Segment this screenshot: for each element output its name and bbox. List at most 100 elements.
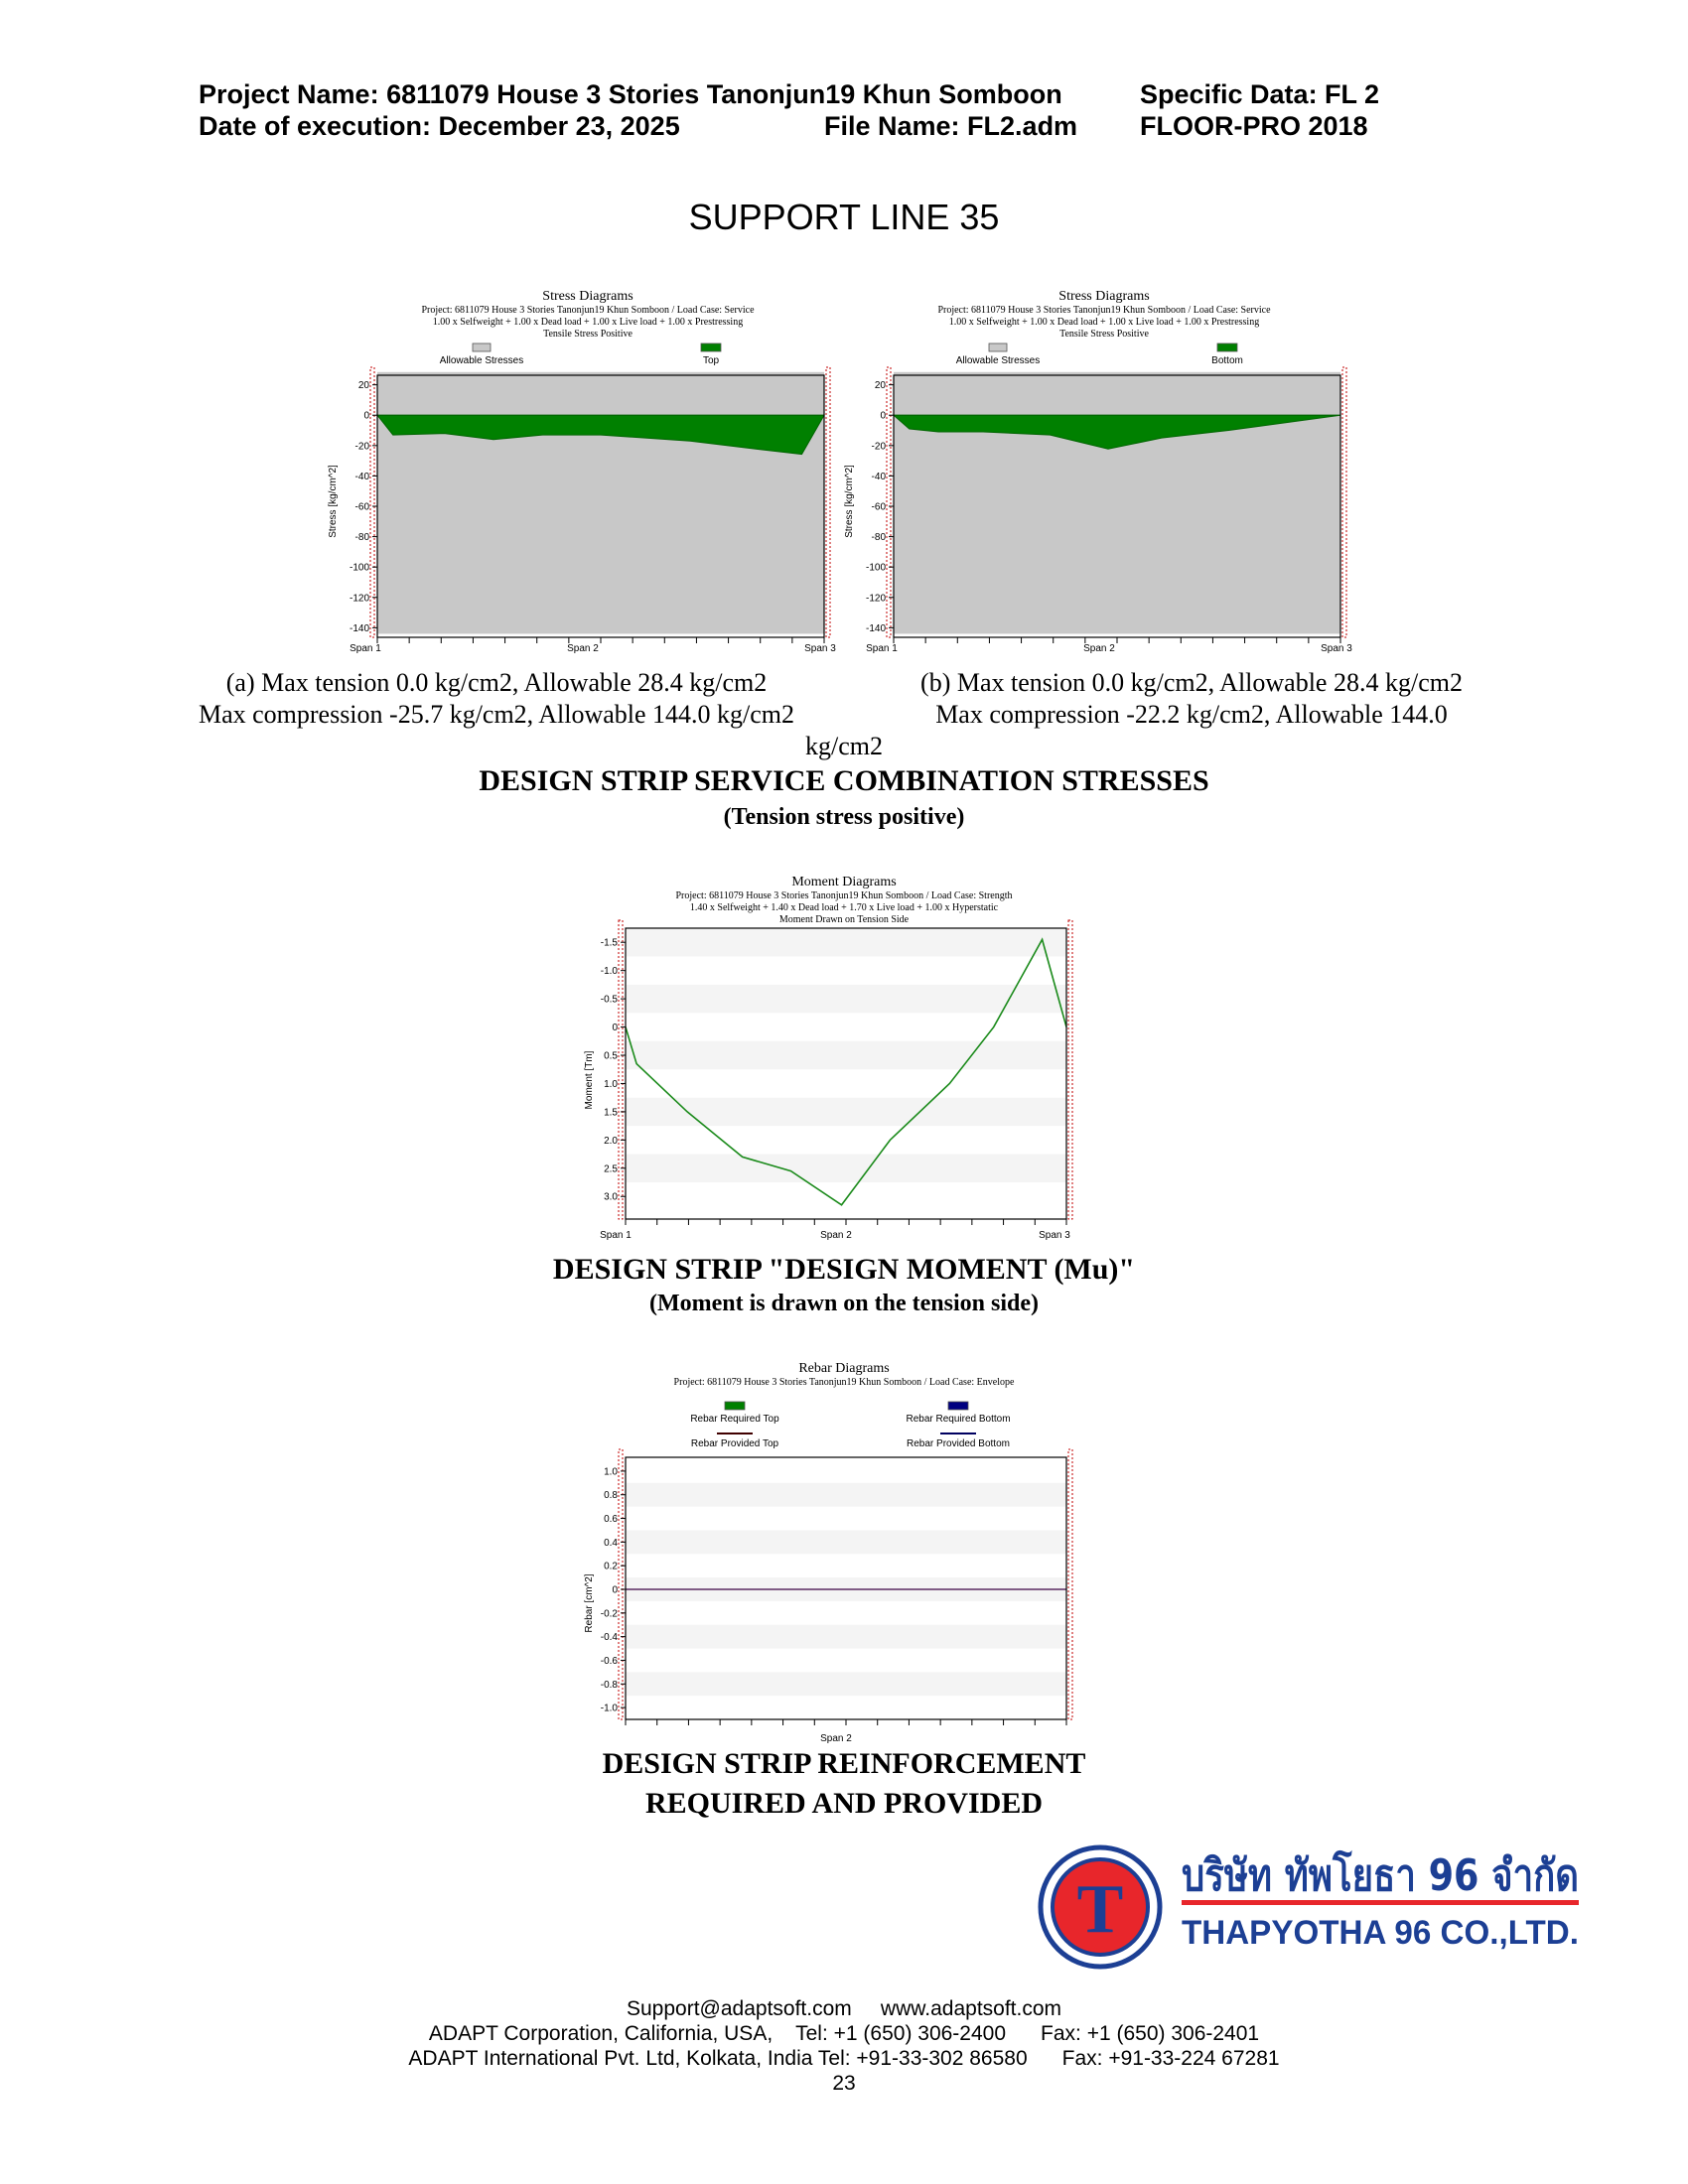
grid-band — [626, 984, 1066, 1014]
support-marker-left — [369, 366, 375, 638]
y-tick-label: -120 — [866, 593, 886, 604]
stress-area — [892, 414, 1341, 450]
chart-title: Moment Diagrams — [791, 875, 896, 889]
y-tick-label: -0.8 — [601, 1680, 619, 1691]
y-tick-label: -80 — [872, 532, 887, 543]
y-tick-label: 0 — [363, 411, 369, 422]
allowable-stress-band — [377, 371, 824, 634]
legend-label-allowable: Allowable Stresses — [956, 355, 1040, 366]
stress-section-title: DESIGN STRIP SERVICE COMBINATION STRESSE… — [479, 764, 1209, 797]
rebar-svg: Rebar Diagrams Project: 6811079 House 3 … — [584, 1361, 1073, 1744]
support-marker-right — [1067, 1448, 1073, 1720]
rebar-diagram: Rebar Diagrams Project: 6811079 House 3 … — [576, 1360, 1112, 1757]
span-label-3: Span 3 — [1039, 1230, 1070, 1241]
chart-subtitle-1: Project: 6811079 House 3 Stories Tanonju… — [676, 890, 1013, 901]
grid-band — [626, 1154, 1066, 1183]
span-label-1: Span 1 — [600, 1230, 632, 1241]
y-tick-label: 20 — [358, 380, 370, 391]
logo-divider — [1182, 1900, 1579, 1905]
plot-area: 20 0 -20 -40 -60 -80 -100 -120 -140 — [350, 366, 831, 643]
moment-diagram: Moment Diagrams Project: 6811079 House 3… — [576, 874, 1112, 1251]
y-tick-label: 0.5 — [604, 1051, 618, 1062]
logo-svg: T บริษัท ทัพโยธา 96 จำกัด THAPYOTHA 96 C… — [1038, 1844, 1579, 1970]
y-tick-label: -60 — [355, 502, 370, 513]
y-tick-label: 20 — [875, 380, 887, 391]
y-tick-label: 0 — [612, 1023, 618, 1033]
moment-section-title: DESIGN STRIP "DESIGN MOMENT (Mu)" — [552, 1253, 1136, 1286]
span-label-2: Span 2 — [820, 1733, 852, 1744]
legend-label-provided-top: Rebar Provided Top — [691, 1438, 779, 1449]
y-tick-label: -140 — [866, 623, 886, 634]
y-tick-label: -0.6 — [601, 1656, 619, 1667]
legend-swatch-required-top — [724, 1401, 746, 1411]
grid-band — [626, 1672, 1066, 1697]
y-tick-label: -1.0 — [601, 1704, 619, 1714]
legend-swatch-allowable — [988, 342, 1008, 352]
y-tick-label: -0.5 — [601, 995, 619, 1006]
y-tick-label: 0.4 — [604, 1538, 618, 1549]
grid-band — [626, 1040, 1066, 1070]
logo-thai-name: บริษัท ทัพโยธา 96 จำกัด — [1182, 1848, 1579, 1901]
span-label-1: Span 1 — [350, 643, 381, 654]
grid-band — [626, 1482, 1066, 1507]
caption-b: (b) Max tension 0.0 kg/cm2, Allowable 28… — [874, 667, 1509, 731]
y-tick-label: -40 — [872, 472, 887, 482]
y-tick-label: 0.8 — [604, 1490, 618, 1501]
span-label-2: Span 2 — [820, 1230, 852, 1241]
allowable-stress-band — [894, 371, 1340, 634]
file-name: File Name: FL2.adm — [824, 111, 1078, 141]
y-tick-label: -120 — [350, 593, 369, 604]
logo-english-name: THAPYOTHA 96 CO.,LTD. — [1182, 1914, 1579, 1952]
support-marker-left — [886, 366, 892, 638]
y-tick-label: -60 — [872, 502, 887, 513]
grid-band — [626, 1097, 1066, 1127]
y-tick-label: 0 — [880, 411, 886, 422]
y-tick-label: -1.0 — [601, 966, 619, 977]
stress-section-subtitle: (Tension stress positive) — [723, 804, 965, 830]
chart-subtitle-3: Tensile Stress Positive — [1059, 329, 1149, 340]
span-label-2: Span 2 — [1083, 643, 1115, 654]
company-logo: T บริษัท ทัพโยธา 96 จำกัด THAPYOTHA 96 C… — [1033, 1833, 1589, 1981]
legend-swatch-required-bottom — [947, 1401, 969, 1411]
y-tick-label: -0.4 — [601, 1632, 619, 1643]
execution-date: Date of execution: December 23, 2025 — [199, 111, 680, 141]
chart-subtitle-3: Tensile Stress Positive — [543, 329, 633, 340]
legend-label-provided-bottom: Rebar Provided Bottom — [907, 1438, 1010, 1449]
span-label-3: Span 3 — [1321, 643, 1352, 654]
y-tick-label: -20 — [355, 441, 370, 452]
stress-diagram-bottom: Stress Diagrams Project: 6811079 House 3… — [834, 288, 1360, 665]
chart-title: Stress Diagrams — [1058, 289, 1149, 304]
plot-area: 1.0 0.8 0.6 0.4 0.2 0 -0.2 -0.4 -0.6 -0.8 -1.0 — [601, 1448, 1073, 1725]
span-label-1: Span 1 — [866, 643, 898, 654]
page-number: 23 — [832, 2072, 856, 2095]
y-tick-label: -100 — [866, 563, 886, 574]
y-tick-label: 2.5 — [604, 1163, 618, 1174]
chart-subtitle-1: Project: 6811079 House 3 Stories Tanonju… — [674, 1377, 1015, 1388]
stress-bottom-svg: Stress Diagrams Project: 6811079 House 3… — [844, 289, 1352, 654]
y-axis-label: Stress [kg/cm^2] — [328, 465, 339, 538]
legend-swatch-allowable — [472, 342, 492, 352]
y-tick-label: 0 — [612, 1585, 618, 1596]
y-axis-label: Stress [kg/cm^2] — [844, 465, 855, 538]
span-label-2: Span 2 — [567, 643, 599, 654]
caption-a: (a) Max tension 0.0 kg/cm2, Allowable 28… — [179, 667, 814, 731]
specific-data: Specific Data: FL 2 — [1140, 79, 1380, 109]
logo-inner-circle — [1051, 1857, 1150, 1957]
y-tick-label: 3.0 — [604, 1192, 618, 1203]
logo-letter: T — [1077, 1871, 1124, 1948]
legend-swatch-bottom — [1216, 342, 1238, 352]
legend-label-bottom: Bottom — [1211, 355, 1243, 366]
caption-a-line2: Max compression -25.7 kg/cm2, Allowable … — [198, 700, 795, 729]
support-marker-right — [1341, 366, 1347, 638]
moment-line — [625, 937, 1067, 1206]
legend-swatch-top — [700, 342, 722, 352]
caption-a-line1: (a) Max tension 0.0 kg/cm2, Allowable 28… — [225, 668, 768, 697]
y-tick-label: -1.5 — [601, 938, 619, 949]
legend-label-required-bottom: Rebar Required Bottom — [906, 1414, 1010, 1425]
y-tick-label: -20 — [872, 441, 887, 452]
footer-india: ADAPT International Pvt. Ltd, Kolkata, I… — [408, 2047, 1280, 2070]
moment-svg: Moment Diagrams Project: 6811079 House 3… — [584, 875, 1073, 1241]
support-marker-left — [618, 1448, 624, 1720]
y-tick-label: -100 — [350, 563, 369, 574]
stress-diagram-top: Stress Diagrams Project: 6811079 House 3… — [318, 288, 844, 665]
